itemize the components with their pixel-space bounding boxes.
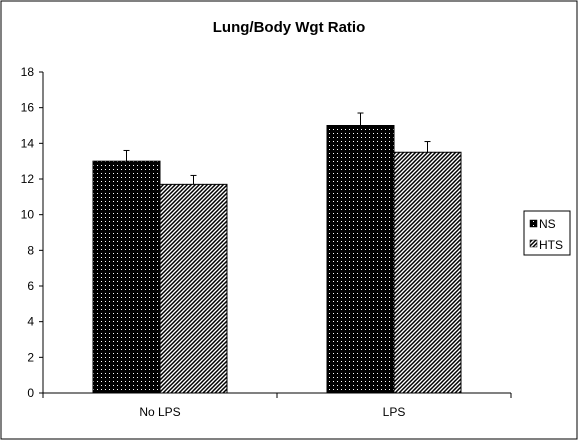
y-tick-label: 2 xyxy=(27,350,34,364)
y-tick-label: 16 xyxy=(21,101,35,115)
y-tick-label: 4 xyxy=(27,315,34,329)
bar-hts xyxy=(159,183,228,394)
legend-box xyxy=(523,210,571,256)
y-tick-label: 0 xyxy=(27,386,34,400)
y-tick-label: 10 xyxy=(21,208,35,222)
x-tick-label: LPS xyxy=(383,405,406,419)
legend: NS HTS xyxy=(523,210,571,256)
y-tick-label: 6 xyxy=(27,279,34,293)
legend-swatch-hts xyxy=(529,239,538,248)
bar-ns xyxy=(326,125,395,394)
legend-label-hts: HTS xyxy=(539,238,563,252)
chart-title: Lung/Body Wgt Ratio xyxy=(213,19,365,36)
bar-ns xyxy=(92,160,161,394)
bar-hts xyxy=(393,151,462,394)
y-tick-label: 14 xyxy=(21,136,35,150)
legend-swatch-ns xyxy=(529,219,538,228)
y-tick-label: 8 xyxy=(27,243,34,257)
plot-area: 0 2 4 6 8 10 12 14 16 18 No LPS LPS xyxy=(21,65,512,419)
y-tick-label: 12 xyxy=(21,172,35,186)
legend-label-ns: NS xyxy=(539,217,556,231)
x-tick-label: No LPS xyxy=(139,405,180,419)
y-tick-label: 18 xyxy=(21,65,35,79)
